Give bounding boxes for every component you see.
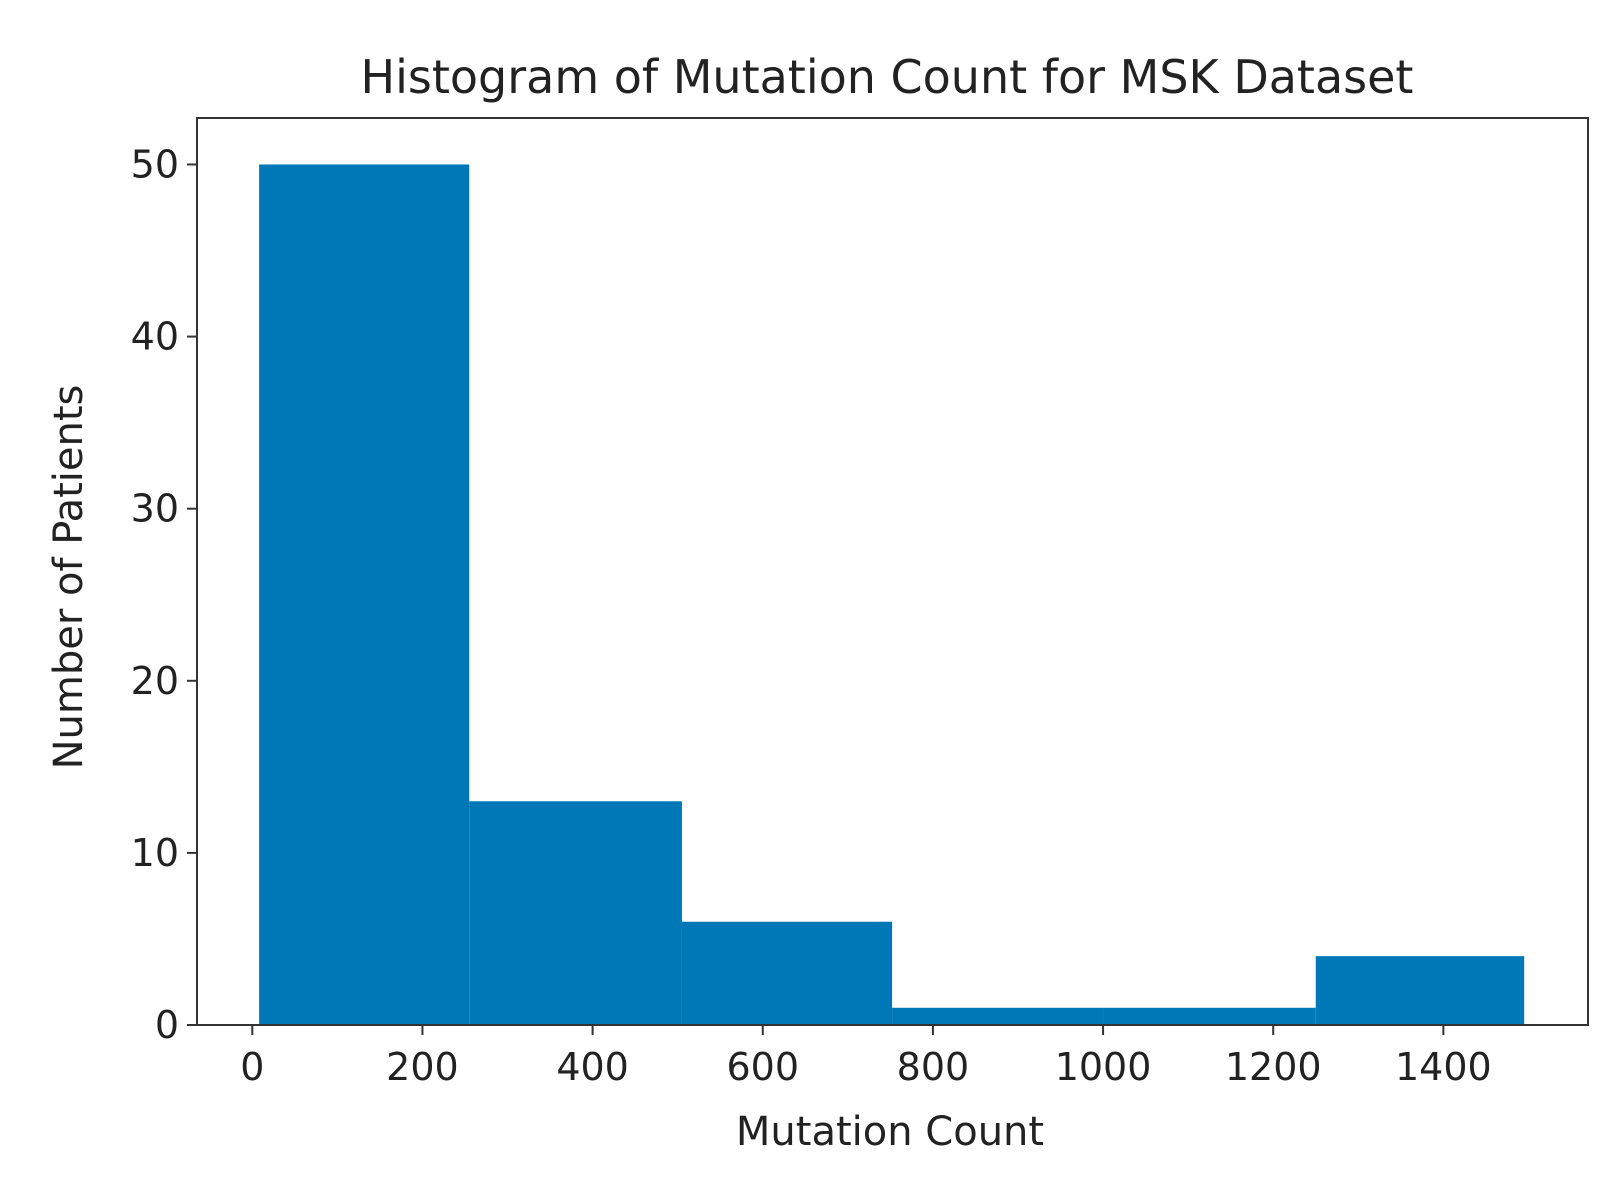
bars-group xyxy=(259,164,1525,1025)
histogram-bar-4 xyxy=(1103,1007,1316,1025)
y-tick-label-3: 30 xyxy=(131,487,179,531)
histogram-bar-3 xyxy=(892,1007,1104,1025)
y-axis-label: Number of Patients xyxy=(46,385,92,770)
histogram-bar-0 xyxy=(259,164,470,1025)
y-axis: 0 10 20 30 40 50 xyxy=(131,142,197,1047)
x-tick-label-2: 400 xyxy=(556,1045,629,1089)
x-axis-label: Mutation Count xyxy=(736,1109,1044,1155)
y-tick-label-4: 40 xyxy=(131,315,179,359)
x-tick-label-6: 1200 xyxy=(1225,1045,1322,1089)
x-axis: 0 200 400 600 800 1000 1200 1400 xyxy=(240,1025,1492,1089)
plot-frame xyxy=(196,117,1589,1026)
x-tick-label-1: 200 xyxy=(386,1045,459,1089)
y-tick-label-5: 50 xyxy=(131,142,179,186)
x-tick-label-4: 800 xyxy=(897,1045,970,1089)
x-tick-label-7: 1400 xyxy=(1395,1045,1492,1089)
histogram-bar-5 xyxy=(1315,956,1525,1025)
y-tick-label-1: 10 xyxy=(131,831,179,875)
x-tick-label-5: 1000 xyxy=(1055,1045,1152,1089)
chart-title: Histogram of Mutation Count for MSK Data… xyxy=(361,50,1414,104)
histogram-bar-1 xyxy=(469,801,682,1025)
y-tick-label-2: 20 xyxy=(131,659,179,703)
histogram-bar-2 xyxy=(681,921,893,1025)
x-tick-label-3: 600 xyxy=(726,1045,799,1089)
y-tick-label-0: 0 xyxy=(155,1003,179,1047)
x-tick-label-0: 0 xyxy=(240,1045,264,1089)
